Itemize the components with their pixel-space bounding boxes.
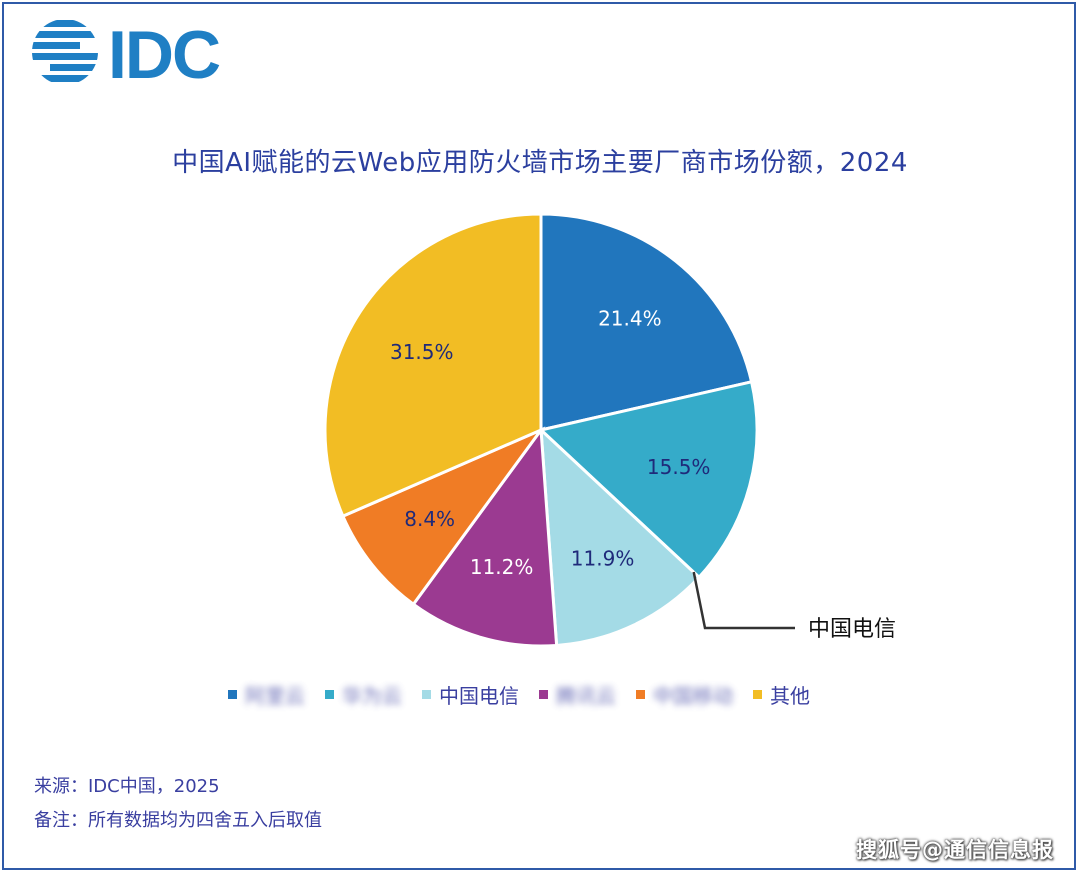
legend-item-2: 华为云 [325,680,402,709]
pie-slice-4 [411,425,559,648]
legend-item-4: 腾讯云 [539,680,616,709]
slice-data-label-6: 31.5% [390,340,454,364]
source-note: 来源：IDC中国，2025 [34,776,220,797]
legend-label: 其他 [770,684,810,708]
slice-data-label-5: 8.4% [404,507,455,531]
chart-title: 中国AI赋能的云Web应用防火墙市场主要厂商市场份额，2024 [172,148,908,178]
legend-item-3: 中国电信 [422,680,519,709]
legend-label: 中国电信 [439,684,519,708]
idc-logo-text: IDC [108,17,220,92]
callout-leader-line [692,571,795,630]
callout-label: 中国电信 [808,617,896,642]
watermark: 搜狐号@通信信息报 [856,838,1054,862]
pie-slice-5 [340,426,546,607]
legend-label: 华为云 [342,684,402,708]
legend-swatch [539,690,548,699]
legend-item-5: 中国移动 [636,680,733,709]
globe-icon [32,20,98,82]
legend-swatch [753,690,762,699]
legend-label: 腾讯云 [556,684,616,708]
pie-slice-3 [539,426,702,648]
legend-swatch [325,690,334,699]
slice-data-label-4: 11.2% [470,555,534,579]
slice-data-label-2: 15.5% [647,455,711,479]
pie-slice-1 [539,212,754,432]
legend-item-6: 其他 [753,680,810,709]
legend-label: 阿里云 [245,684,305,708]
slice-data-label-1: 21.4% [598,307,662,331]
pie-slice-6 [323,212,543,519]
legend-swatch [636,690,645,699]
legend-swatch [228,690,237,699]
chart-legend: 阿里云 华为云 中国电信 腾讯云 中国移动 其他 [228,680,830,709]
rounding-note: 备注：所有数据均为四舍五入后取值 [34,810,322,831]
idc-logo-graphic: IDC [32,17,222,93]
idc-logo: IDC [30,12,240,93]
legend-label: 中国移动 [653,684,733,708]
legend-item-1: 阿里云 [228,680,305,709]
pie-slice-2 [537,380,759,580]
legend-swatch [422,690,431,699]
slice-data-label-3: 11.9% [571,547,635,571]
